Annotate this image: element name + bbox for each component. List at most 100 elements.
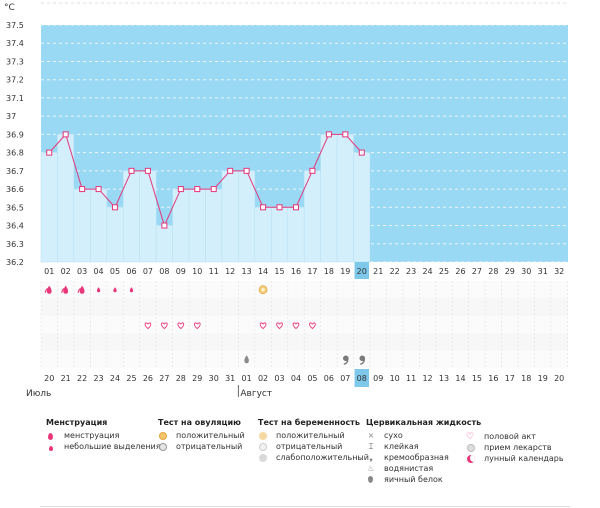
date-label: 28 [176, 374, 186, 383]
legend-label: яичный белок [384, 475, 443, 484]
y-tick-label: 36.8 [6, 149, 24, 158]
temperature-point [276, 204, 283, 211]
legend-item: прием лекарств [466, 442, 564, 453]
temperature-point [46, 149, 53, 156]
legend-menstruation-title: Менструация [46, 418, 108, 427]
temperature-point [79, 186, 86, 193]
watery-icon: ♨ [367, 463, 375, 473]
small-drop-icon [129, 287, 134, 293]
y-tick-label: 37.5 [6, 21, 24, 30]
y-tick-label: 36.5 [6, 203, 24, 212]
cycle-day-label: 02 [61, 267, 71, 276]
heart-icon [292, 322, 300, 330]
cycle-day-label: 07 [143, 267, 153, 276]
temperature-bar [271, 207, 288, 263]
legend-label: кремообразная [384, 453, 449, 462]
date-label: 31 [225, 374, 235, 383]
legend-label: менструация [64, 431, 120, 440]
temperature-point [95, 186, 102, 193]
plot-top-area [41, 3, 568, 25]
negative-test-icon [158, 442, 168, 452]
creamy-icon: ❟ [369, 452, 373, 463]
temperature-bar [221, 170, 239, 263]
legend-pregnancy: Тест на беременность положительный отриц… [258, 418, 369, 463]
cycle-day-label: 03 [77, 267, 87, 276]
legend-label: отрицательный [276, 442, 343, 451]
cycle-day-label: 10 [192, 267, 202, 276]
footer-divider [40, 506, 570, 507]
cycle-day-label: 27 [472, 267, 482, 276]
y-tick-label: 36.6 [6, 185, 24, 194]
heart-icon [259, 322, 267, 330]
date-label: 30 [209, 374, 219, 383]
cycle-day-label: 15 [274, 267, 284, 276]
y-tick-label: 37.3 [6, 57, 24, 66]
positive-test-icon [258, 431, 268, 441]
date-label: 11 [406, 374, 416, 383]
y-unit-label: °C [4, 3, 15, 13]
temperature-bar [40, 152, 58, 263]
y-tick-label: 36.2 [6, 258, 24, 267]
cycle-day-label: 26 [455, 267, 465, 276]
temperature-point [112, 204, 119, 211]
cycle-day-label: 05 [110, 267, 120, 276]
legend-pregnancy-title: Тест на беременность [258, 418, 360, 427]
cycle-day-label: 01 [44, 267, 54, 276]
date-label: 16 [488, 374, 498, 383]
small-drop-icon [46, 442, 56, 452]
temperature-point [243, 167, 250, 174]
cycle-day-label: 20 [357, 267, 367, 276]
cycle-day-label: 30 [521, 267, 531, 276]
temperature-point [177, 186, 184, 193]
temperature-point [161, 222, 168, 229]
temperature-bar [205, 188, 223, 263]
sticky-icon: Ɪ [368, 441, 374, 451]
negative-test-icon [258, 442, 268, 452]
cycle-day-label: 13 [242, 267, 252, 276]
cycle-day-label: 06 [126, 267, 136, 276]
temperature-point [194, 186, 201, 193]
date-label: 23 [93, 374, 103, 383]
temperature-point [325, 131, 332, 138]
y-tick-label: 37.4 [6, 39, 24, 48]
date-label: 18 [521, 374, 531, 383]
date-label: 15 [472, 374, 482, 383]
drop-icon [46, 285, 52, 294]
date-label: 05 [307, 374, 317, 383]
temperature-bar [254, 207, 272, 263]
cycle-day-label: 31 [538, 267, 548, 276]
date-label: 01 [242, 374, 252, 383]
legend-item: положительный [258, 430, 369, 441]
legend-item: положительный [158, 430, 245, 441]
drop-icon [61, 288, 65, 293]
date-label: 08 [357, 374, 367, 383]
temperature-bar [139, 170, 157, 263]
cycle-day-label: 22 [390, 267, 400, 276]
heart-icon [193, 322, 201, 330]
legend-item: лунный календарь [466, 453, 564, 464]
legend-item: ♨ водянистая [366, 463, 481, 474]
date-label: 21 [61, 374, 71, 383]
legend-menstruation: Менструация менструация небольшие выделе… [46, 418, 161, 452]
cycle-day-label: 14 [258, 267, 268, 276]
temperature-bar [336, 134, 354, 263]
cycle-day-label: 28 [488, 267, 498, 276]
legend: Менструация менструация небольшие выделе… [0, 412, 600, 508]
date-label: 04 [291, 374, 301, 383]
legend-item: небольшие выделения [46, 441, 161, 452]
legend-item: менструация [46, 430, 161, 441]
bbt-chart: °C 36.2 36.3 36.4 36.5 36.6 36.7 36.8 36.9 37 37.1… [4, 2, 568, 399]
y-tick-label: 36.9 [6, 130, 24, 139]
drop-icon [44, 288, 48, 293]
legend-item: ❟ кремообразная [366, 452, 481, 463]
temperature-bar [155, 225, 173, 263]
date-label: 17 [505, 374, 515, 383]
heart-icon [144, 322, 152, 330]
heart-icon [177, 322, 185, 330]
temperature-bar [172, 188, 190, 263]
temperature-point [358, 149, 365, 156]
legend-ovulation-title: Тест на овуляцию [158, 418, 241, 427]
cycle-day-label: 11 [209, 267, 219, 276]
cycle-day-label: 17 [307, 267, 317, 276]
